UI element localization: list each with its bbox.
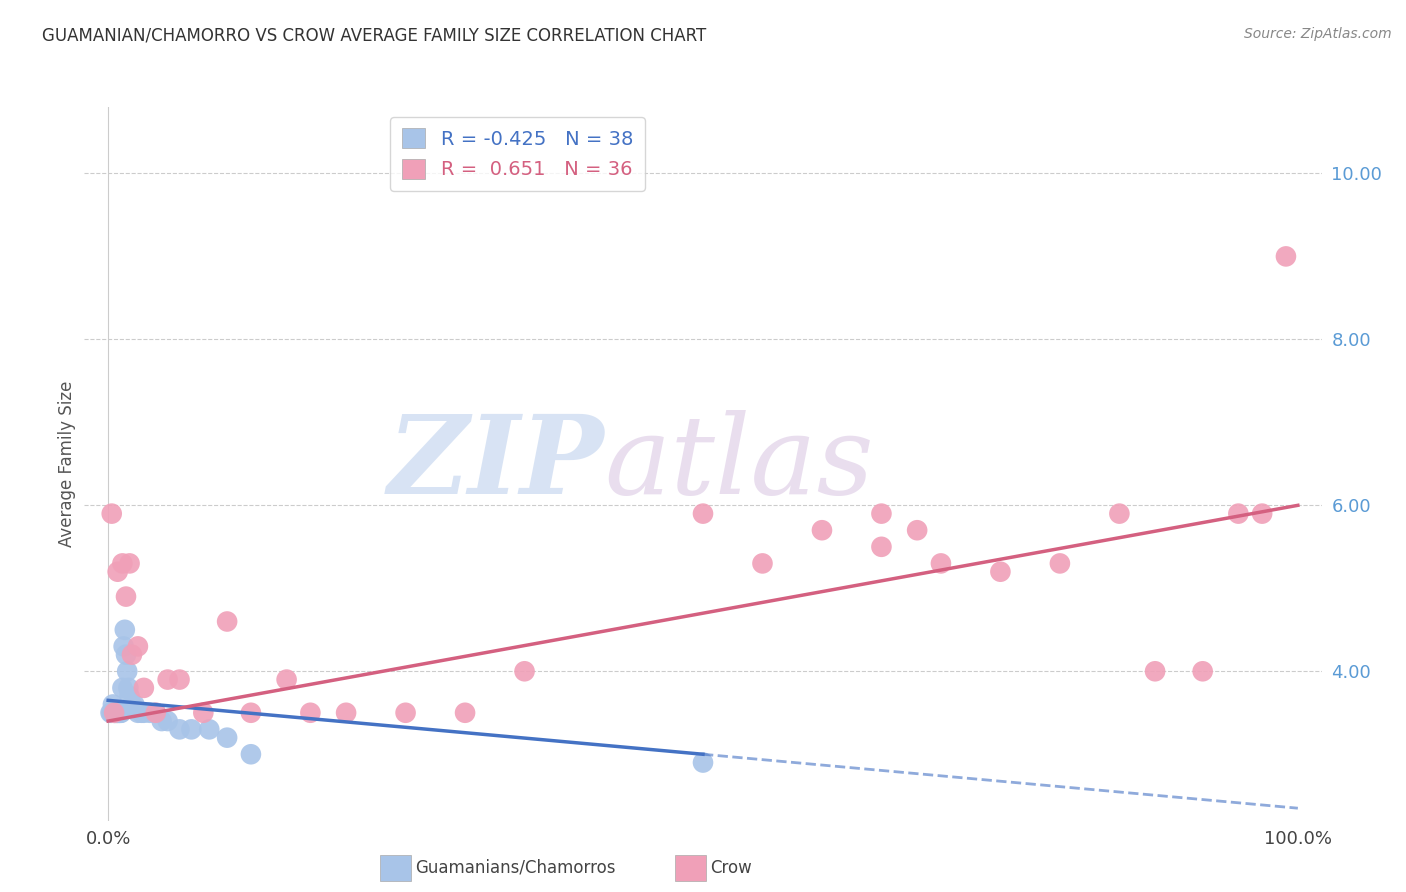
Point: [127, 640, 149, 654]
Point: [870, 507, 893, 521]
Text: Source: ZipAtlas.com: Source: ZipAtlas.com: [1244, 27, 1392, 41]
Point: [105, 706, 128, 720]
Point: [990, 565, 1012, 579]
Point: [104, 706, 127, 720]
Point: [111, 557, 134, 571]
Point: [692, 507, 714, 521]
Point: [905, 523, 928, 537]
Point: [115, 648, 138, 662]
Point: [394, 706, 416, 720]
Point: [217, 615, 239, 629]
Point: [156, 673, 179, 687]
Point: [121, 648, 143, 662]
Point: [169, 673, 191, 687]
Point: [118, 557, 141, 571]
Point: [107, 706, 129, 720]
Point: [156, 714, 179, 728]
Point: [692, 756, 714, 770]
Point: [127, 706, 149, 720]
Legend: R = -0.425   N = 38, R =  0.651   N = 36: R = -0.425 N = 38, R = 0.651 N = 36: [389, 117, 645, 191]
Point: [1275, 249, 1298, 263]
Point: [299, 706, 322, 720]
Point: [107, 565, 129, 579]
Point: [115, 590, 138, 604]
Point: [193, 706, 215, 720]
Point: [112, 640, 135, 654]
Point: [811, 523, 834, 537]
Point: [169, 723, 191, 737]
Point: [1108, 507, 1130, 521]
Point: [101, 698, 124, 712]
Point: [145, 706, 167, 720]
Point: [1191, 665, 1213, 679]
Point: [1049, 557, 1071, 571]
Point: [132, 706, 155, 720]
Point: [121, 698, 143, 712]
Point: [111, 681, 134, 695]
Point: [100, 507, 122, 521]
Point: [114, 623, 136, 637]
Point: [335, 706, 357, 720]
Point: [929, 557, 952, 571]
Point: [124, 698, 146, 712]
Point: [103, 706, 125, 720]
Point: [100, 706, 122, 720]
Point: [110, 706, 132, 720]
Point: [103, 706, 125, 720]
Text: atlas: atlas: [605, 410, 873, 517]
Point: [239, 747, 262, 762]
Point: [139, 706, 162, 720]
Point: [150, 714, 173, 728]
Point: [132, 681, 155, 695]
Point: [1144, 665, 1167, 679]
Text: GUAMANIAN/CHAMORRO VS CROW AVERAGE FAMILY SIZE CORRELATION CHART: GUAMANIAN/CHAMORRO VS CROW AVERAGE FAMIL…: [42, 27, 706, 45]
Text: Guamanians/Chamorros: Guamanians/Chamorros: [415, 859, 616, 877]
Point: [117, 681, 139, 695]
Point: [108, 706, 131, 720]
Text: ZIP: ZIP: [388, 410, 605, 517]
Point: [513, 665, 536, 679]
Point: [870, 540, 893, 554]
Point: [107, 706, 129, 720]
Y-axis label: Average Family Size: Average Family Size: [58, 381, 76, 547]
Point: [100, 706, 122, 720]
Point: [118, 689, 141, 703]
Point: [751, 557, 773, 571]
Point: [108, 706, 131, 720]
Point: [104, 706, 127, 720]
Point: [180, 723, 202, 737]
Point: [1227, 507, 1250, 521]
Point: [103, 706, 125, 720]
Point: [115, 665, 138, 679]
Point: [454, 706, 477, 720]
Point: [131, 706, 153, 720]
Point: [217, 731, 239, 745]
Point: [108, 706, 131, 720]
Point: [239, 706, 262, 720]
Point: [1251, 507, 1274, 521]
Text: Crow: Crow: [710, 859, 752, 877]
Point: [105, 706, 128, 720]
Point: [145, 706, 167, 720]
Point: [198, 723, 221, 737]
Point: [108, 706, 131, 720]
Point: [276, 673, 298, 687]
